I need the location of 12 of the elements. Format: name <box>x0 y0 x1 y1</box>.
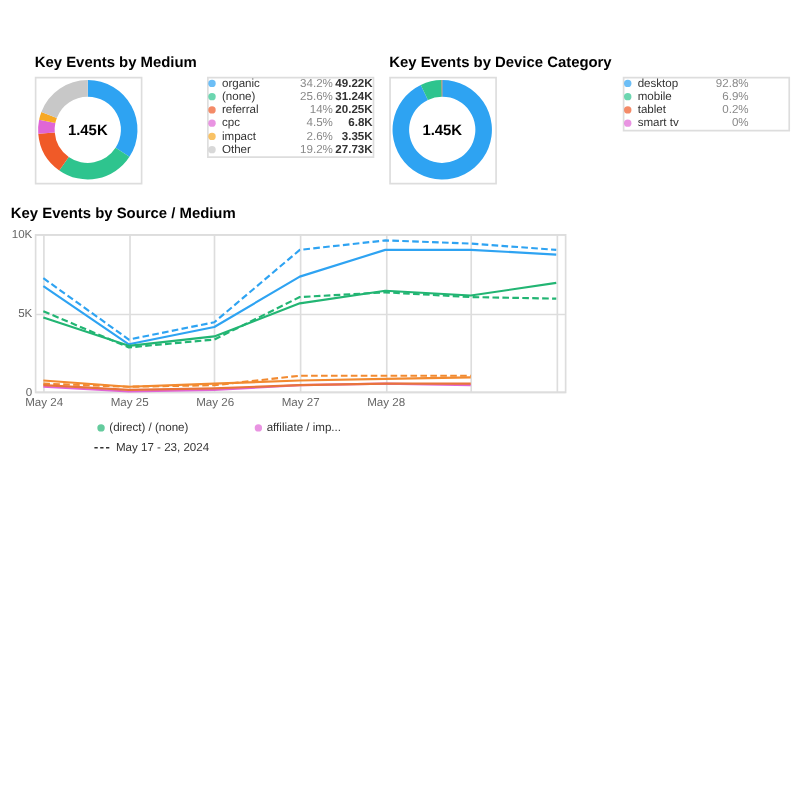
donut-slice <box>59 147 130 180</box>
donut-slice <box>38 119 56 134</box>
donut-slice <box>41 80 88 118</box>
line-series <box>42 281 558 347</box>
donut-slice <box>38 132 69 171</box>
chart-title: Key Events by Medium <box>34 52 198 71</box>
chart-title: Key Events by Source / Medium <box>10 203 237 222</box>
text: 1.45K <box>422 120 464 139</box>
text: 1.45K <box>67 120 109 139</box>
donut-slice <box>420 80 442 100</box>
chart-title: Key Events by Device Category <box>389 52 614 71</box>
donut-slice <box>39 112 57 124</box>
